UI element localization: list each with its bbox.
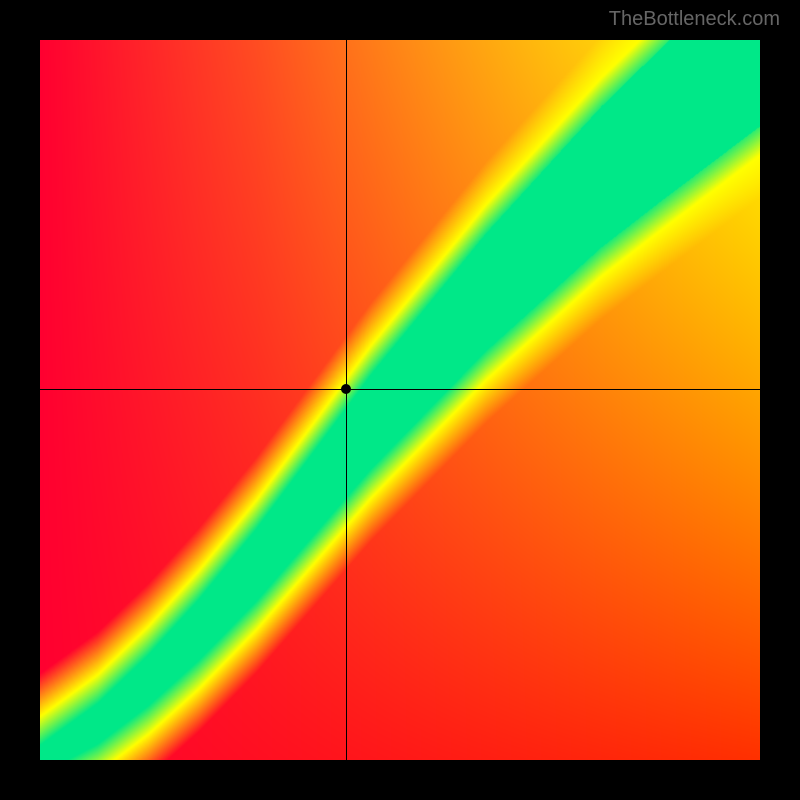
heatmap-canvas: [40, 40, 760, 760]
crosshair-vertical: [346, 40, 347, 760]
watermark-text: TheBottleneck.com: [609, 8, 780, 31]
crosshair-horizontal: [40, 389, 760, 390]
heatmap-plot: [40, 40, 760, 760]
crosshair-marker: [341, 384, 351, 394]
